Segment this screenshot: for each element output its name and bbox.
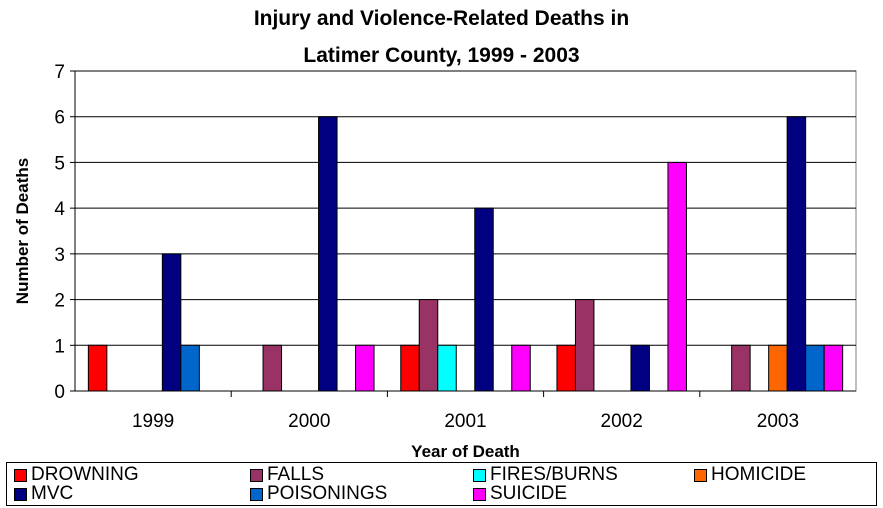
bar-suicide xyxy=(667,161,687,392)
legend-label: POISONINGS xyxy=(267,483,388,504)
legend-label: FALLS xyxy=(267,464,325,485)
y-tick-label: 1 xyxy=(54,336,65,357)
y-tick-label: 3 xyxy=(54,245,65,266)
bar-mvc xyxy=(786,116,807,392)
legend-item-drowning: DROWNING xyxy=(14,465,139,485)
bar-poisonings xyxy=(805,344,825,392)
legend-swatch xyxy=(14,487,27,501)
legend-swatch xyxy=(250,468,263,482)
chart-title-line-2: Latimer County, 1999 - 2003 xyxy=(303,44,580,67)
bar-suicide xyxy=(355,344,375,392)
legend-swatch xyxy=(694,468,707,482)
bar-falls xyxy=(418,299,439,392)
bar-mvc xyxy=(474,207,494,392)
legend-item-fires-burns: FIRES/BURNS xyxy=(473,465,618,485)
y-tick-label: 0 xyxy=(54,382,65,403)
legend-item-homicide: HOMICIDE xyxy=(694,465,806,485)
bar-mvc xyxy=(161,253,182,392)
plot-area xyxy=(74,70,857,392)
legend-swatch xyxy=(14,468,27,482)
x-tick-label: 2000 xyxy=(288,411,330,432)
x-tick-label: 2002 xyxy=(601,411,643,432)
bar-drowning xyxy=(556,344,576,392)
bar-falls xyxy=(574,299,595,392)
legend-swatch xyxy=(473,487,486,501)
chart-legend: DROWNING FALLS FIRES/BURNS HOMICIDE MVC POISO… xyxy=(6,462,877,506)
bar-poisonings xyxy=(180,344,200,392)
y-tick-label: 2 xyxy=(54,291,65,312)
bar-suicide xyxy=(511,344,531,392)
legend-label: FIRES/BURNS xyxy=(490,464,618,485)
legend-item-poisonings: POISONINGS xyxy=(250,484,387,504)
legend-label: HOMICIDE xyxy=(711,464,806,485)
legend-item-mvc: MVC xyxy=(14,484,73,504)
legend-label: DROWNING xyxy=(31,464,139,485)
bar-drowning xyxy=(87,344,108,392)
legend-item-suicide: SUICIDE xyxy=(473,484,567,504)
bar-falls xyxy=(262,344,283,392)
y-tick-label: 7 xyxy=(54,62,65,83)
bar-drowning xyxy=(400,344,420,392)
x-axis-label: Year of Death xyxy=(411,442,520,460)
legend-item-falls: FALLS xyxy=(250,465,324,485)
x-tick-label: 2003 xyxy=(757,411,799,432)
bar-homicide xyxy=(768,344,788,392)
bar-chart: 0 1 2 3 4 5 6 7 1999 2000 2001 2002 2003 Year of Deat… xyxy=(13,62,857,460)
bar-falls xyxy=(731,344,751,392)
bar-mvc xyxy=(630,344,650,392)
chart-title-line-1: Injury and Violence-Related Deaths in xyxy=(253,7,630,30)
bar-suicide xyxy=(823,344,844,392)
y-tick-label: 5 xyxy=(54,153,65,174)
y-tick-label: 4 xyxy=(54,199,65,220)
bar-mvc xyxy=(318,116,338,392)
bar-fires-burns xyxy=(437,344,457,392)
y-axis-label: Number of Deaths xyxy=(13,158,32,304)
legend-label: SUICIDE xyxy=(490,483,568,504)
legend-swatch xyxy=(473,468,486,482)
x-tick-label: 1999 xyxy=(132,411,174,432)
legend-swatch xyxy=(250,487,263,501)
legend-label: MVC xyxy=(31,483,74,504)
y-tick-label: 6 xyxy=(54,108,65,129)
x-tick-label: 2001 xyxy=(444,411,486,432)
